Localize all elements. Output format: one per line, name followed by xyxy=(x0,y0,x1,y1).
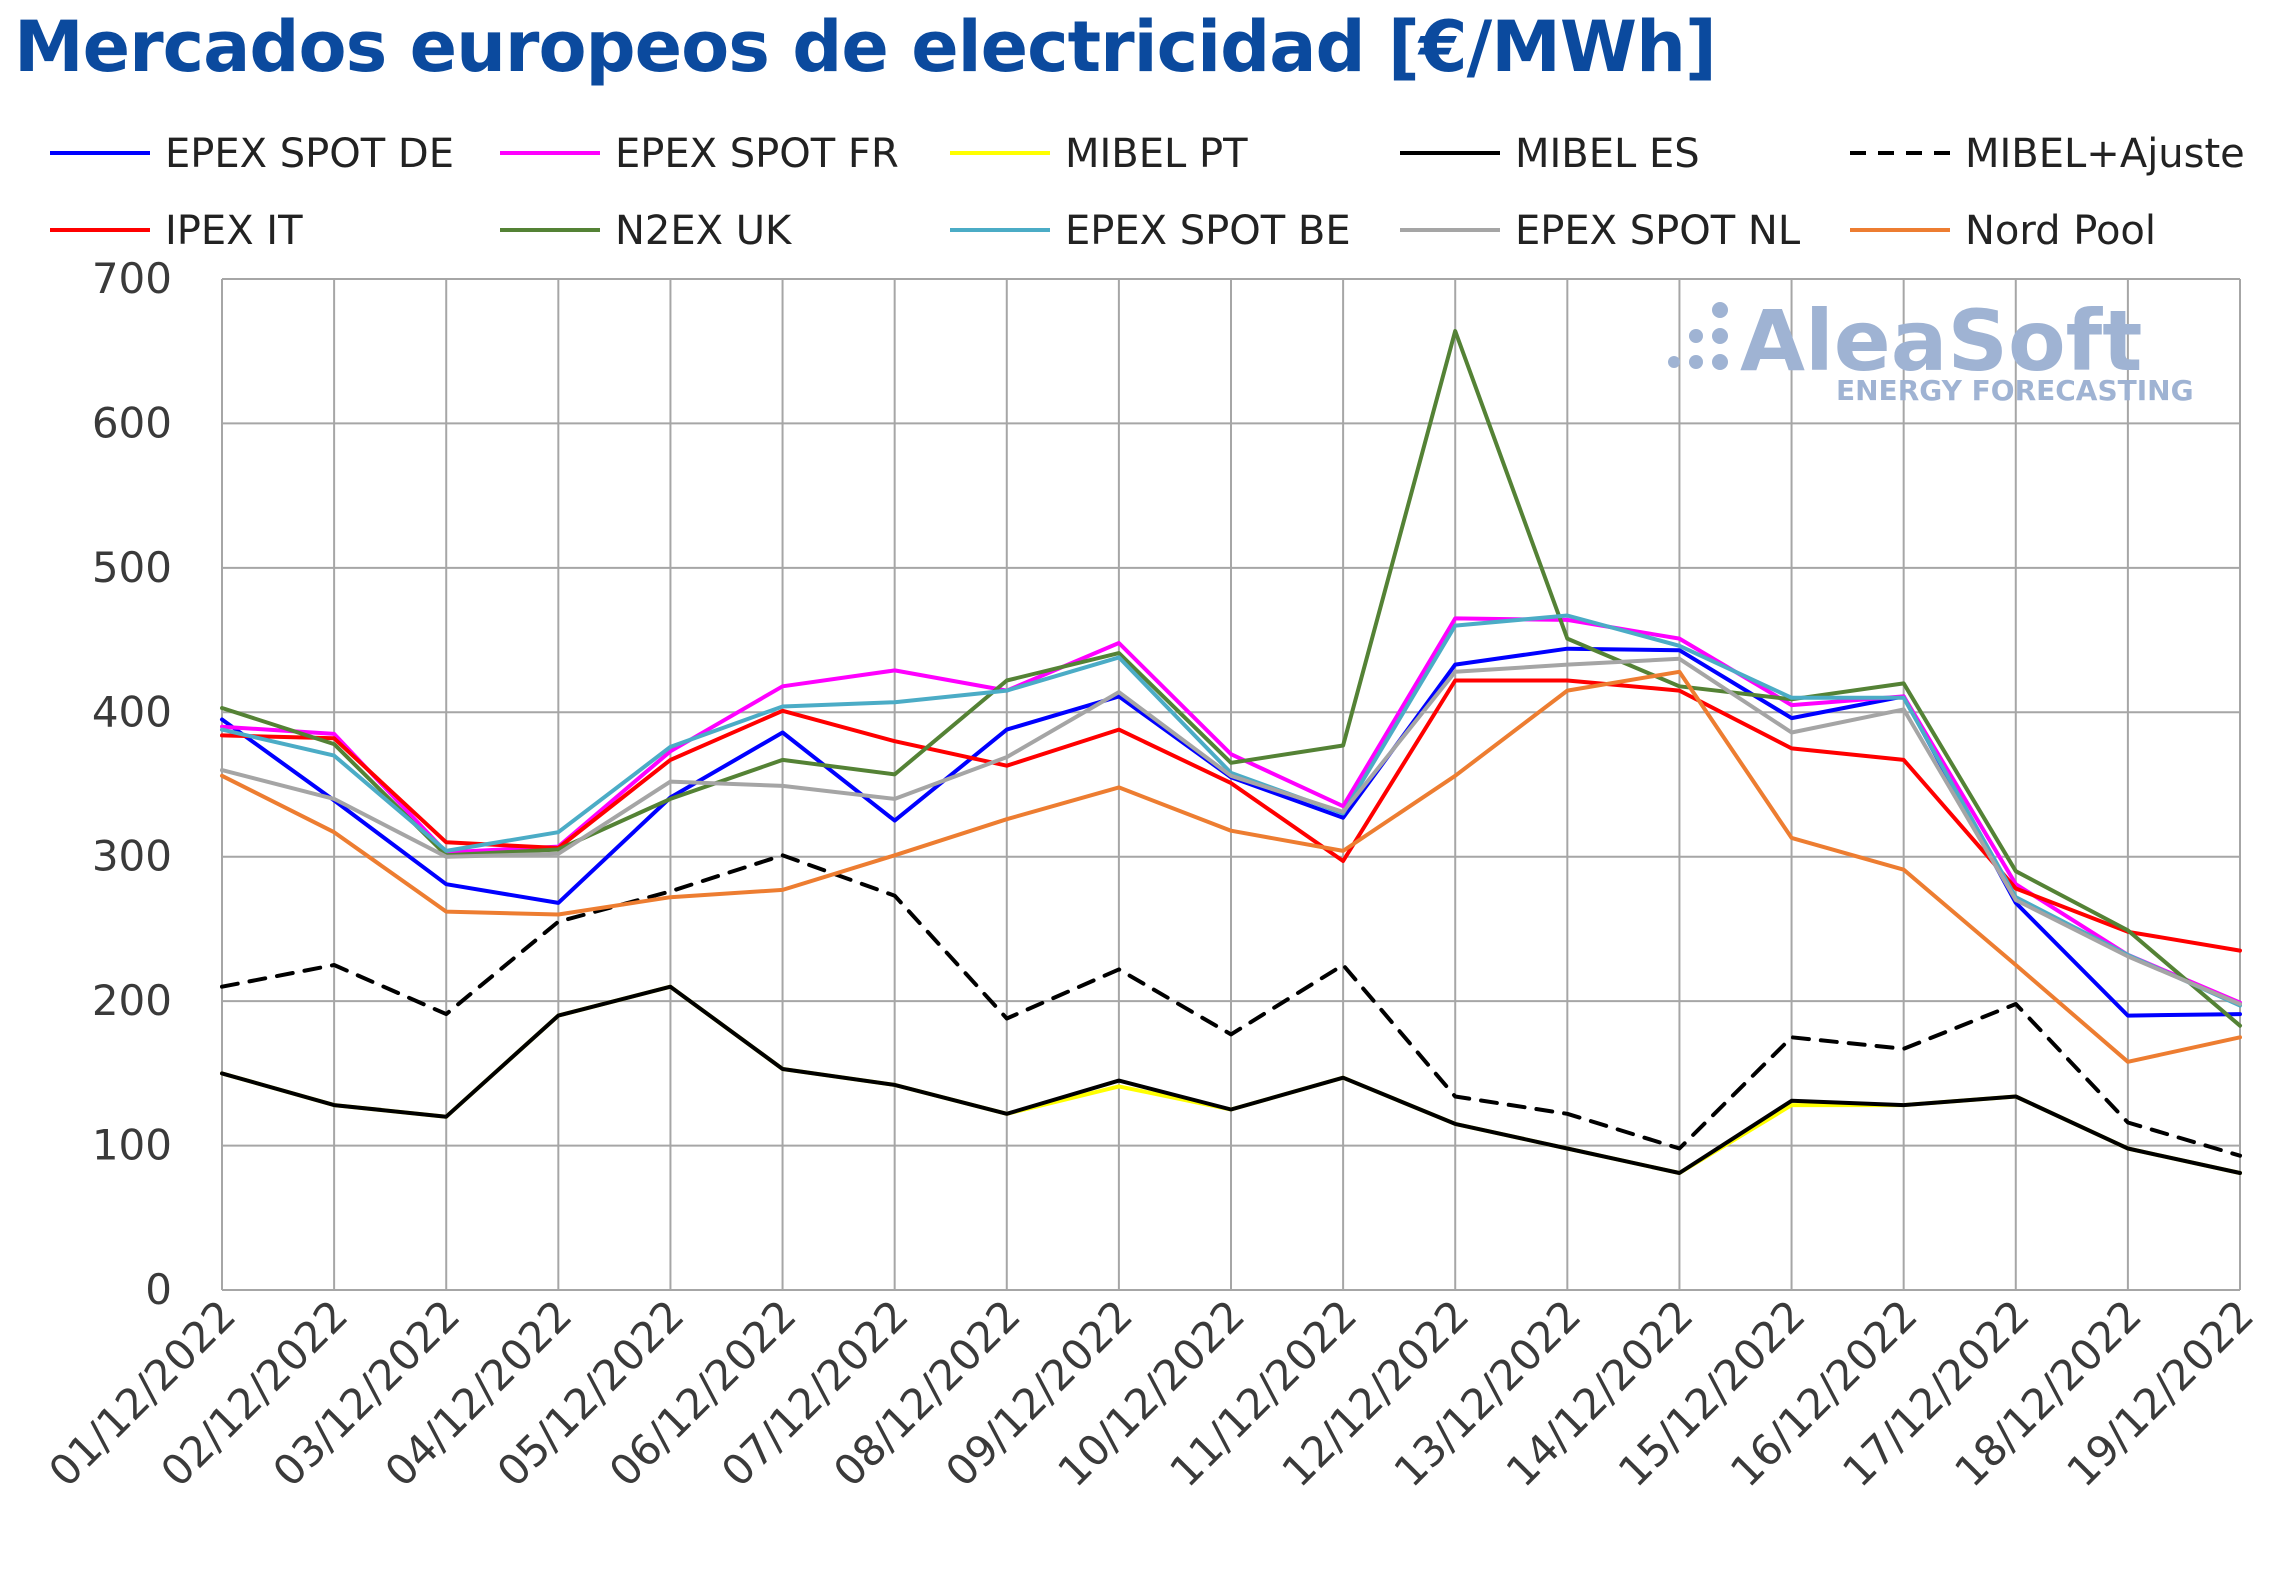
y-tick-label: 700 xyxy=(92,254,172,303)
y-tick-label: 200 xyxy=(92,976,172,1025)
series-line-nord-pool xyxy=(220,669,2242,1064)
y-axis-ticks: 0 100 200 300 400 500 600 700 xyxy=(92,254,172,1314)
aleasoft-logo-icon xyxy=(1668,302,1728,370)
legend-label-epex-spot-fr: EPEX SPOT FR xyxy=(615,131,899,177)
series-line-epex-spot-be xyxy=(220,613,2242,1008)
legend-label-epex-spot-be: EPEX SPOT BE xyxy=(1065,208,1351,254)
legend-label-ipex-it: IPEX IT xyxy=(165,208,303,254)
legend-label-mibel-pt: MIBEL PT xyxy=(1065,131,1248,177)
watermark-title: AleaSoft xyxy=(1740,292,2142,390)
legend-label-epex-spot-nl: EPEX SPOT NL xyxy=(1515,208,1801,254)
series-line-mibel-ajuste xyxy=(220,853,2242,1158)
legend-label-n2ex-uk: N2EX UK xyxy=(615,208,793,254)
series-lines xyxy=(220,329,2242,1175)
series-line-epex-spot-nl xyxy=(220,656,2242,1006)
series-line-n2ex-uk xyxy=(220,329,2242,1028)
series-line-mibel-es xyxy=(220,984,2242,1175)
y-tick-label: 400 xyxy=(92,687,172,736)
y-tick-label: 0 xyxy=(145,1265,172,1314)
legend: EPEX SPOT DE EPEX SPOT FR MIBEL PT MIBEL ES… xyxy=(50,131,2245,254)
y-tick-label: 300 xyxy=(92,832,172,881)
aleasoft-watermark: AleaSoft ENERGY FORECASTING xyxy=(1668,292,2194,407)
legend-label-mibel-es: MIBEL ES xyxy=(1515,131,1700,177)
watermark-subtitle: ENERGY FORECASTING xyxy=(1836,374,2194,407)
x-axis-ticks: 01/12/202202/12/202203/12/202204/12/2022… xyxy=(39,1290,2263,1496)
legend-label-nord-pool: Nord Pool xyxy=(1965,208,2156,254)
chart-title: Mercados europeos de electricidad [€/MWh… xyxy=(14,6,1717,88)
legend-label-mibel-ajuste: MIBEL+Ajuste xyxy=(1965,131,2245,177)
y-tick-label: 600 xyxy=(92,398,172,447)
y-tick-label: 500 xyxy=(92,543,172,592)
legend-label-epex-spot-de: EPEX SPOT DE xyxy=(165,131,454,177)
y-tick-label: 100 xyxy=(92,1121,172,1170)
